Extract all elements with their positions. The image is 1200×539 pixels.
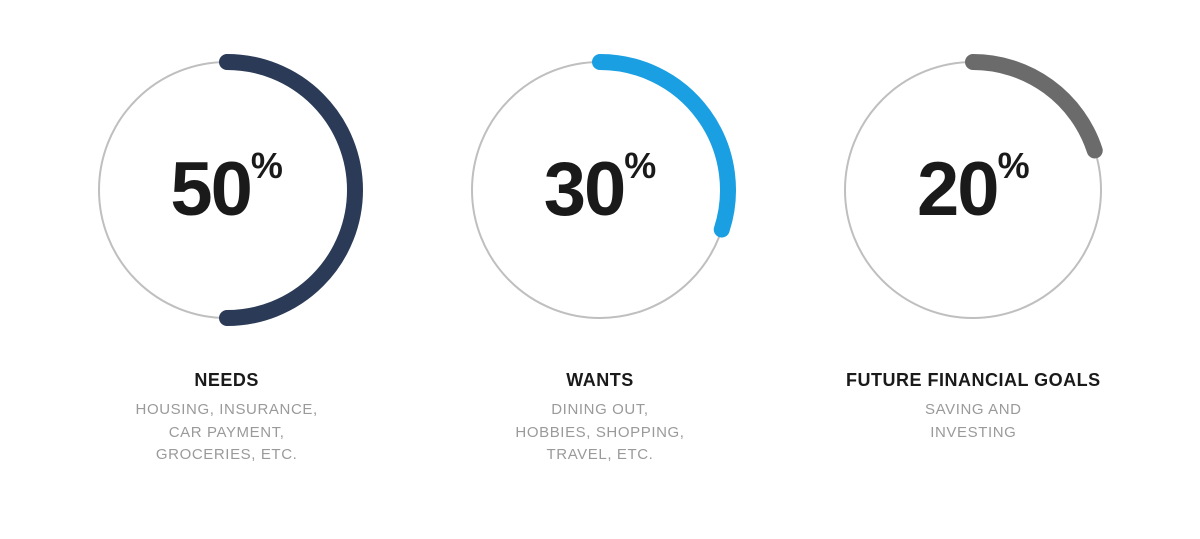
budget-rule-row: 50 % NEEDS HOUSING, INSURANCE, CAR PAYME…: [0, 0, 1200, 539]
progress-ring-wants: 30 %: [450, 40, 750, 340]
card-title: WANTS: [566, 370, 634, 391]
progress-ring-needs: 50 %: [77, 40, 377, 340]
budget-card-future: 20 % FUTURE FINANCIAL GOALS SAVING AND I…: [787, 40, 1160, 444]
card-description: SAVING AND INVESTING: [925, 399, 1022, 444]
budget-card-needs: 50 % NEEDS HOUSING, INSURANCE, CAR PAYME…: [40, 40, 413, 467]
budget-card-wants: 30 % WANTS DINING OUT, HOBBIES, SHOPPING…: [413, 40, 786, 467]
percent-symbol: %: [624, 145, 656, 187]
percent-label: 50 %: [77, 40, 377, 340]
percent-symbol: %: [998, 145, 1030, 187]
percent-value: 20: [917, 152, 998, 228]
percent-value: 30: [544, 152, 625, 228]
card-title: NEEDS: [194, 370, 259, 391]
card-description: DINING OUT, HOBBIES, SHOPPING, TRAVEL, E…: [515, 399, 684, 467]
percent-label: 30 %: [450, 40, 750, 340]
percent-value: 50: [170, 152, 251, 228]
percent-symbol: %: [251, 145, 283, 187]
card-title: FUTURE FINANCIAL GOALS: [846, 370, 1101, 391]
progress-ring-future: 20 %: [823, 40, 1123, 340]
card-description: HOUSING, INSURANCE, CAR PAYMENT, GROCERI…: [136, 399, 318, 467]
percent-label: 20 %: [823, 40, 1123, 340]
